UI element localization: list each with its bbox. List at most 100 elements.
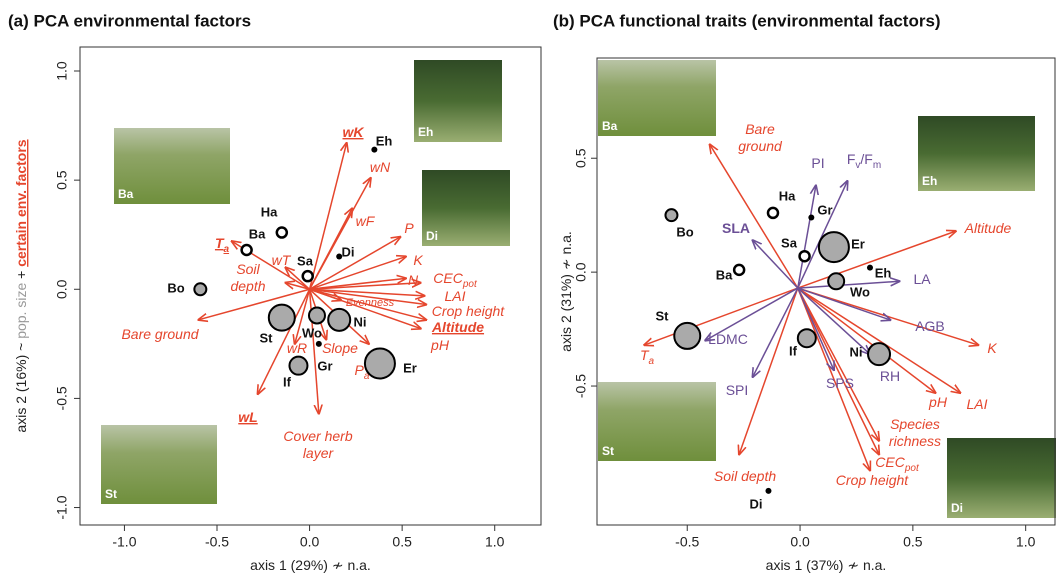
arrow-label: SPI [726,382,749,398]
site-point [819,232,849,262]
arrow-label-text: RH [880,368,900,384]
photo-label: Ba [118,187,134,201]
y-axis-label-part: certain env. factors [13,139,29,267]
arrow-label: SPS [826,375,854,391]
x-tick-label: 0.0 [300,534,320,550]
arrow-label-subscript: a [224,244,230,255]
site-point [828,273,844,289]
arrow-label-text: Soil [236,261,260,277]
arrow-label: pH [430,337,450,353]
arrow-label-text: CEC [433,270,463,286]
site-label: Wo [302,325,322,340]
arrow-label-text: CEC [875,454,905,470]
arrow-label: Species [890,416,940,432]
arrow-label-text: Evenness [346,297,395,309]
arrow-label-text: wT [272,252,292,268]
photo-label: Di [951,501,963,515]
arrow-label: LAI [966,396,987,412]
loading-arrow [798,186,816,289]
x-tick-label: 1.0 [485,534,505,550]
arrow-label: Altitude [431,319,484,335]
x-tick-label: -0.5 [675,534,699,550]
site-label: Bo [167,280,184,295]
arrow-label: wT [272,252,292,268]
arrow-label: depth [230,278,265,294]
site-label: Di [342,244,355,259]
site-label: Gr [817,202,832,217]
arrow-label-text: Altitude [431,319,484,335]
x-axis-label-part: axis 1 (37%) ≁ n.a. [766,557,887,573]
loading-arrow [798,288,879,441]
arrow-label: Ta [640,347,655,367]
arrow-label-text: wK [343,124,365,140]
y-tick-label: 1.0 [54,61,70,81]
arrow-label-text: /F [860,151,872,167]
x-tick-label: 0.0 [790,534,810,550]
site-label: St [260,330,274,345]
arrow-label-text: pH [430,337,450,353]
arrow-label: wN [370,159,391,175]
y-tick-label: 0.5 [54,170,70,190]
arrow-label-text: Bare [745,121,775,137]
arrow-label: PI [811,155,824,171]
arrow-label-text: Crop height [836,472,909,488]
arrow-label-text: wL [238,409,257,425]
x-axis-label: axis 1 (29%) ≁ n.a. [250,557,371,573]
arrow-label-text: LDMC [708,331,748,347]
arrow-label-text: LA [913,271,931,287]
site-point [316,341,322,347]
arrow-label-text: pH [928,394,948,410]
arrow-label: AGB [915,318,945,334]
arrow-label: Evenness [346,297,395,309]
site-label: Er [851,236,865,251]
arrow-label-text: P [404,220,414,236]
arrow-label: Fv/Fm [847,151,881,171]
site-label: Di [750,496,763,511]
arrow-label-text: PI [811,155,824,171]
arrow-label-text: richness [889,433,941,449]
y-tick-label: -1.0 [54,495,70,519]
arrow-label: Bare [745,121,775,137]
site-point [867,265,873,271]
loading-arrow [739,288,798,454]
photo-label: St [602,444,614,458]
site-point [269,305,295,331]
x-axis-label-part: axis 1 (29%) ≁ n.a. [250,557,371,573]
arrow-label: wR [287,340,307,356]
arrow-label-text: Altitude [964,220,1012,236]
arrow-label-text: N [408,272,419,288]
x-tick-label: -0.5 [205,534,229,550]
y-tick-label: 0.5 [573,148,589,168]
site-point [242,245,252,255]
arrow-label-text: Soil depth [714,468,776,484]
arrow-label-text: SPI [726,382,749,398]
y-axis-label-part: pop. size [13,283,29,339]
arrow-label-subscript: m [873,160,881,171]
site-point [734,265,744,275]
arrow-label: ground [738,138,783,154]
site-point [303,271,313,281]
arrow-label: RH [880,368,900,384]
site-point [328,309,350,331]
site-label: Er [403,360,417,375]
arrow-label-text: wN [370,159,391,175]
site-point [800,251,810,261]
arrow-label-text: SLA [722,220,750,236]
site-label: Bo [676,224,693,239]
arrow-label: K [413,252,423,268]
site-label: Sa [781,235,798,250]
y-axis-label-part: axis 2 (16%) ~ [13,339,29,433]
arrow-label: Crop height [432,303,505,319]
y-tick-label: 0.0 [573,262,589,282]
x-tick-label: -1.0 [112,534,136,550]
photo-label: Ba [602,119,618,133]
arrow-label-text: ground [738,138,783,154]
x-tick-label: 0.5 [903,534,923,550]
x-axis-label: axis 1 (37%) ≁ n.a. [766,557,887,573]
site-label: If [283,374,292,389]
site-label: Ni [850,344,863,359]
site-point [798,329,816,347]
site-point [765,488,771,494]
photo-label: Eh [418,125,433,139]
arrow-label-text: layer [303,445,335,461]
